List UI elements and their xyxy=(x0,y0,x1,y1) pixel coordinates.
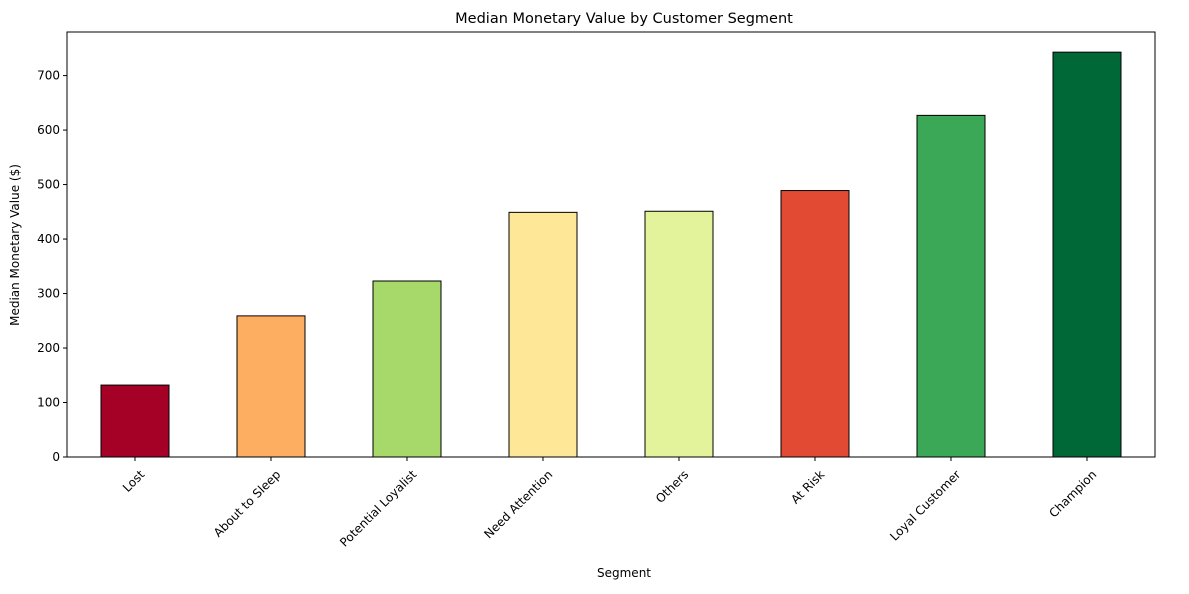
bar-lost xyxy=(100,384,170,458)
y-axis: 0 100 200 300 400 500 600 700 xyxy=(37,69,67,464)
x-tick-label: At Risk xyxy=(788,467,827,506)
chart-title: Median Monetary Value by Customer Segmen… xyxy=(455,11,793,27)
y-tick-label: 100 xyxy=(37,396,60,410)
y-tick-label: 300 xyxy=(37,287,60,301)
y-tick-label: 400 xyxy=(37,232,60,246)
bar-potential-loyalist xyxy=(372,280,442,458)
bar-loyal-customer xyxy=(916,114,986,458)
y-tick-label: 200 xyxy=(37,341,60,355)
x-tick-label: Need Attention xyxy=(481,467,555,541)
x-tick-label: Others xyxy=(653,467,691,505)
x-tick-label: Potential Loyalist xyxy=(337,467,419,549)
bar-champion xyxy=(1052,51,1122,458)
y-tick-label: 500 xyxy=(37,178,60,192)
y-tick-label: 700 xyxy=(37,69,60,83)
x-axis-title: Segment xyxy=(597,566,651,580)
bar-at-risk xyxy=(780,190,850,458)
y-tick-label: 0 xyxy=(52,450,60,464)
x-tick-label: About to Sleep xyxy=(211,467,283,539)
bar-about-to-sleep xyxy=(236,315,306,458)
x-tick-label: Lost xyxy=(120,467,148,495)
bar-need-attention xyxy=(508,211,578,458)
plot-frame xyxy=(66,31,1156,458)
y-axis-title: Median Monetary Value ($) xyxy=(8,164,22,326)
x-tick-label: Champion xyxy=(1046,467,1099,520)
x-axis: Lost About to Sleep Potential Loyalist Need… xyxy=(120,457,1099,550)
bar-others xyxy=(644,210,714,458)
bars-layer xyxy=(100,51,1122,458)
y-tick-label: 600 xyxy=(37,123,60,137)
x-tick-label: Loyal Customer xyxy=(887,467,963,543)
